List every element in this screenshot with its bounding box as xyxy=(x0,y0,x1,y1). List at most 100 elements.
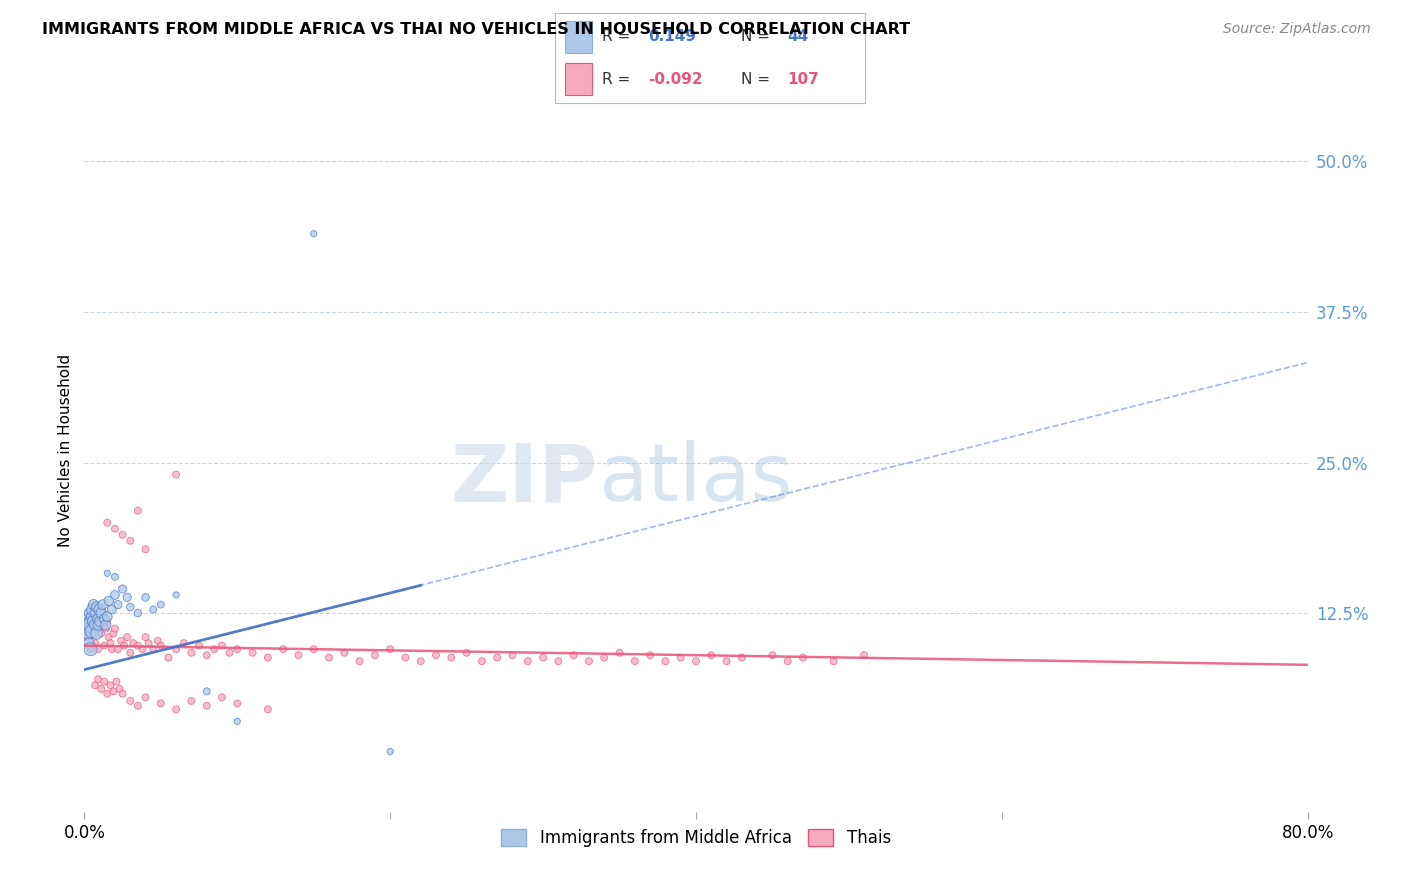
Text: R =: R = xyxy=(602,29,630,44)
Point xyxy=(135,630,157,644)
Point xyxy=(76,630,98,644)
Point xyxy=(77,606,100,620)
Text: -0.092: -0.092 xyxy=(648,72,703,87)
Point xyxy=(180,646,202,660)
Point xyxy=(87,673,110,687)
Point xyxy=(91,606,114,620)
Text: N =: N = xyxy=(741,29,770,44)
Point xyxy=(302,642,325,657)
Point xyxy=(97,630,120,644)
Point xyxy=(242,646,264,660)
Point xyxy=(127,639,149,653)
Point xyxy=(195,684,218,698)
Point xyxy=(440,650,463,665)
Point xyxy=(76,615,98,629)
Point xyxy=(226,696,249,710)
Point xyxy=(149,696,172,710)
Point xyxy=(578,654,600,668)
Point xyxy=(110,633,132,648)
Text: N =: N = xyxy=(741,72,770,87)
Point xyxy=(104,570,127,584)
Point xyxy=(96,609,118,624)
Point xyxy=(716,654,738,668)
Point xyxy=(149,598,172,612)
Point xyxy=(120,533,142,548)
Point xyxy=(776,654,799,668)
Point xyxy=(80,626,103,640)
Point xyxy=(380,744,402,758)
Point xyxy=(180,694,202,708)
Point xyxy=(96,566,118,581)
Point xyxy=(120,694,142,708)
Point xyxy=(127,606,149,620)
Point xyxy=(218,646,240,660)
Point xyxy=(104,522,127,536)
Point xyxy=(609,646,631,660)
Point xyxy=(761,648,783,662)
Point xyxy=(226,714,249,729)
Point xyxy=(165,642,187,657)
Point xyxy=(96,615,118,629)
Point xyxy=(93,674,115,689)
Point xyxy=(211,639,233,653)
Point xyxy=(547,654,569,668)
Point xyxy=(135,690,157,705)
Point xyxy=(84,606,107,620)
Point xyxy=(127,503,149,517)
Point xyxy=(104,588,127,602)
Point xyxy=(333,646,356,660)
Point xyxy=(380,642,402,657)
Point xyxy=(101,602,124,616)
Point xyxy=(84,618,107,632)
Point xyxy=(516,654,538,668)
Point xyxy=(302,227,325,241)
Point xyxy=(94,622,117,636)
Point xyxy=(83,612,105,626)
Point xyxy=(115,591,138,605)
Point xyxy=(87,642,110,657)
Point xyxy=(111,582,134,596)
Point xyxy=(98,678,121,692)
Point xyxy=(86,626,108,640)
Point xyxy=(638,648,661,662)
Point xyxy=(107,642,129,657)
Point xyxy=(257,702,280,716)
Point xyxy=(90,606,112,620)
Point xyxy=(84,678,107,692)
Point xyxy=(115,630,138,644)
Point xyxy=(364,648,387,662)
Point xyxy=(188,639,211,653)
Point xyxy=(149,639,172,653)
Legend: Immigrants from Middle Africa, Thais: Immigrants from Middle Africa, Thais xyxy=(495,822,897,854)
Point xyxy=(120,599,142,614)
Point xyxy=(80,609,103,624)
Point xyxy=(135,591,157,605)
Point xyxy=(97,594,120,608)
Point xyxy=(349,654,371,668)
Point xyxy=(425,648,447,662)
Point xyxy=(700,648,723,662)
Point xyxy=(94,618,117,632)
Point xyxy=(394,650,416,665)
Point xyxy=(142,642,165,657)
Point xyxy=(195,648,218,662)
Point xyxy=(287,648,309,662)
Point xyxy=(86,599,108,614)
Point xyxy=(83,598,105,612)
Point xyxy=(83,615,105,629)
FancyBboxPatch shape xyxy=(565,21,592,53)
Point xyxy=(792,650,814,665)
Point xyxy=(195,698,218,713)
Y-axis label: No Vehicles in Household: No Vehicles in Household xyxy=(58,354,73,547)
Text: atlas: atlas xyxy=(598,441,793,518)
Point xyxy=(103,626,125,640)
Point xyxy=(226,642,249,657)
Point xyxy=(271,642,294,657)
Point xyxy=(165,467,187,482)
Point xyxy=(165,702,187,716)
Point xyxy=(75,612,97,626)
Point xyxy=(165,588,187,602)
Point xyxy=(486,650,509,665)
Point xyxy=(593,650,616,665)
Text: 107: 107 xyxy=(787,72,820,87)
